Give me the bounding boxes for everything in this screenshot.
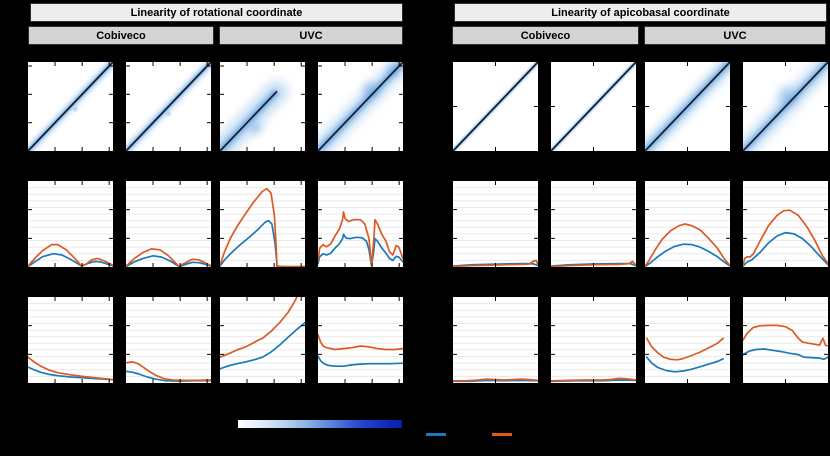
group-header-apicobasal-uvc: UVC [644,26,826,45]
plot-rot-uvc-2-identity [317,61,404,152]
plot-apico-uvc-1-row2 [644,180,731,268]
plot-rot-uvc-2-row2 [317,180,404,268]
plot-rot-cobiveco-2-row3 [125,296,212,384]
plot-apico-uvc-2-row2 [742,180,829,268]
group-header-rotational-cobiveco: Cobiveco [28,26,214,45]
panel-title-apicobasal: Linearity of apicobasal coordinate [454,3,827,22]
plot-apico-cobiveco-2-row3 [550,296,637,384]
plot-apico-cobiveco-2-identity [550,61,637,152]
plot-apico-uvc-1-row3 [644,296,731,384]
plot-apico-cobiveco-1-row2 [452,180,539,268]
group-header-apicobasal-cobiveco: Cobiveco [452,26,639,45]
plot-rot-uvc-2-row3 [317,296,404,384]
plot-rot-cobiveco-1-identity [27,61,114,152]
plot-apico-cobiveco-2-row2 [550,180,637,268]
plot-apico-uvc-2-row3 [742,296,829,384]
density-colorbar [237,419,403,429]
plot-rot-uvc-1-row2 [219,180,306,268]
plot-apico-uvc-1-identity [644,61,731,152]
panel-title-rotational: Linearity of rotational coordinate [30,3,403,22]
legend-line-blue-icon [426,433,446,436]
plot-apico-cobiveco-1-row3 [452,296,539,384]
group-header-rotational-uvc: UVC [219,26,403,45]
plot-rot-cobiveco-2-identity [125,61,212,152]
plot-rot-uvc-1-identity [219,61,306,152]
plot-rot-cobiveco-1-row3 [27,296,114,384]
plot-rot-cobiveco-1-row2 [27,180,114,268]
plot-rot-cobiveco-2-row2 [125,180,212,268]
plot-rot-uvc-1-row3 [219,296,306,384]
legend-line-orange-icon [492,433,512,436]
plot-apico-cobiveco-1-identity [452,61,539,152]
plot-apico-uvc-2-identity [742,61,829,152]
